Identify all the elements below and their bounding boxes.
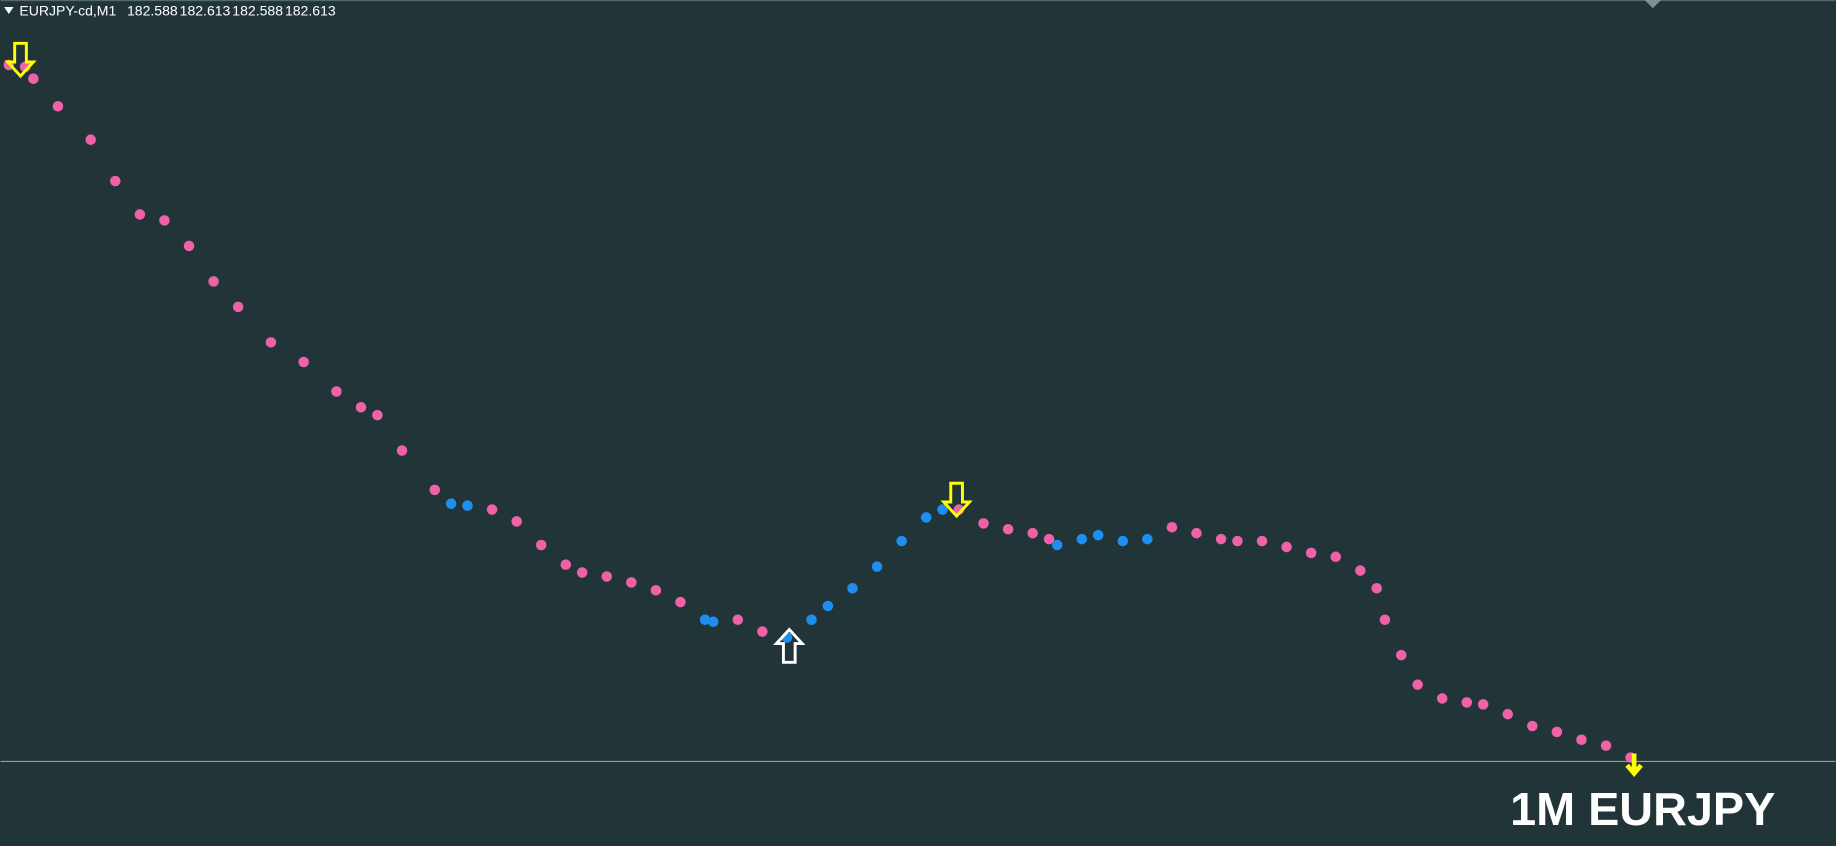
indicator-dot [1076, 533, 1088, 545]
menu-triangle[interactable] [4, 7, 14, 15]
indicator-dot [1502, 708, 1514, 720]
indicator-dot [1191, 527, 1202, 539]
indicator-dot [650, 584, 662, 596]
sell-arrow [4, 41, 37, 79]
indicator-dot [847, 582, 858, 594]
indicator-dot [1395, 649, 1407, 661]
indicator-dot [1527, 720, 1538, 732]
indicator-dot [707, 616, 719, 627]
header: EURJPY-cd,M1 182.588 182.613 182.588 182.61… [19, 2, 336, 18]
scroll-marker [1644, 0, 1662, 9]
indicator-dot [232, 301, 244, 313]
indicator-dot [1576, 734, 1587, 746]
indicator-dot [937, 504, 948, 515]
indicator-dot [1051, 539, 1063, 551]
indicator-dot [52, 100, 64, 112]
indicator-dot [1477, 699, 1489, 710]
buy-arrow [773, 627, 806, 664]
indicator-dot [1461, 697, 1473, 708]
indicator-dot [1412, 679, 1423, 690]
indicator-dot [1436, 693, 1448, 704]
sell-arrow [940, 481, 973, 519]
indicator-dot [896, 535, 907, 547]
ohlc-value: 182.588 [232, 2, 283, 18]
signal-arrows [4, 41, 1643, 778]
ohlc-value: 182.588 [127, 2, 178, 18]
indicator-dot [978, 518, 989, 529]
indicator-dot [1600, 740, 1612, 751]
indicator-dot [1305, 547, 1317, 559]
indicator-dot [159, 215, 170, 226]
indicator-dot [732, 614, 744, 626]
ohlc-value: 182.613 [285, 2, 336, 18]
watermark: 1M EURJPY [1510, 783, 1775, 835]
indicator-dot [806, 614, 817, 626]
indicator-dot [183, 240, 195, 252]
indicator-dot [486, 504, 498, 515]
indicator-dot [110, 175, 121, 187]
indicator-dot [511, 516, 522, 527]
indicator-dot [576, 567, 588, 578]
indicator-dot [601, 571, 613, 582]
indicator-dot [1256, 535, 1268, 547]
indicator-dot [28, 73, 39, 84]
indicator-dot [1166, 522, 1178, 533]
indicator-dot [298, 356, 309, 368]
indicator-dot [757, 626, 768, 637]
indicator-dot [1043, 533, 1055, 545]
indicator-dot [265, 337, 277, 348]
indicator-dot [1551, 726, 1563, 738]
indicator-dot [1232, 535, 1243, 547]
indicator-dot [535, 539, 547, 551]
indicator-dot [626, 577, 637, 588]
indicator-dot [1371, 582, 1382, 594]
plot [0, 59, 1836, 763]
indicator-dot [208, 276, 219, 287]
indicator-dot [1002, 523, 1014, 535]
indicator-dot [355, 401, 367, 413]
top-border [0, 0, 1836, 2]
indicator-dot [1281, 541, 1292, 553]
indicator-dot [372, 409, 383, 421]
sell-arrow [1625, 753, 1643, 778]
indicator-dot [1027, 527, 1038, 539]
indicator-dot [1117, 535, 1129, 547]
indicator-dot [675, 596, 686, 608]
indicator-dot [1215, 533, 1227, 545]
indicator-dot [1330, 551, 1341, 563]
indicator-dot [85, 134, 96, 145]
symbol: EURJPY-cd,M1 [19, 2, 116, 18]
indicator-dot [1092, 529, 1104, 541]
indicator-dot [920, 512, 932, 523]
indicator-dot [822, 600, 834, 612]
indicator-dot [429, 484, 441, 496]
indicator-dot [1379, 614, 1391, 626]
indicator-dot [134, 209, 146, 220]
indicator-dot [445, 498, 457, 509]
indicator-dot [396, 445, 408, 456]
indicator-dot [331, 386, 342, 397]
indicator-dot [699, 614, 711, 626]
indicator-dot [1355, 565, 1366, 576]
indicator-dot [560, 559, 572, 570]
indicator-dot [1142, 533, 1153, 545]
indicator-dot [462, 500, 473, 511]
ohlc-value: 182.613 [180, 2, 231, 18]
indicator-dot [871, 561, 883, 572]
